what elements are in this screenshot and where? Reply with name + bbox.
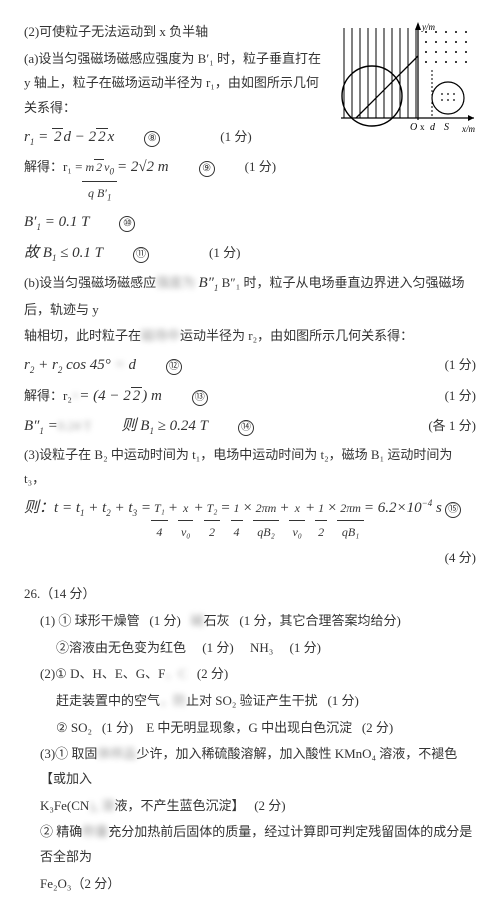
q26-3-pts: (2 分) [197, 666, 228, 681]
p2b-intro-line2: 轴相切，此时粒子在磁场中运动半径为 r₂，由如图所示几何关系得： [24, 324, 476, 349]
pts-eq15: (4 分) [24, 546, 476, 571]
eq9-rhs: = 2√2 m [117, 153, 169, 182]
q26-7-blur: )₆ 溶 [89, 798, 114, 813]
q26-2b: NH₃ [250, 640, 273, 655]
q26-2-1: (2)① D、H、E、G、F、C (2 分) [24, 662, 476, 687]
pts-eq8: (1 分) [220, 125, 251, 150]
q26-4-blur: ，防 [160, 693, 186, 708]
mark-9: ⑨ [199, 161, 215, 177]
q26-8-blur: 称量 [82, 824, 108, 839]
q26-7a: K₃Fe(CN [40, 798, 89, 813]
q26-7b: 液，不产生蓝色沉淀】 [114, 798, 244, 813]
svg-text:O: O [410, 122, 417, 133]
q26-6-blur: 体样品 [97, 746, 136, 761]
q26-2-2: 赶走装置中的空气，防止对 SO₂ 验证产生干扰 (1 分) [24, 689, 476, 714]
eq9-lhs: 解得：r₁ = [24, 155, 82, 180]
q26-1-2: ②溶液由无色变为红色 (1 分) NH₃ (1 分) [24, 636, 476, 661]
mark-13: ⑬ [192, 390, 208, 406]
q26-5b-pts: (2 分) [362, 720, 393, 735]
q26-head: 26.（14 分） [24, 582, 476, 607]
q26-6a: (3)① 取固 [40, 746, 97, 761]
q26-4b: 止对 SO₂ 验证产生干扰 [186, 693, 318, 708]
q26-3: (2)① D、H、E、G、F [40, 666, 165, 681]
eq13-blur: = [72, 384, 79, 409]
p2b-2b: 运动半径为 r₂，由如图所示几何关系得： [180, 328, 413, 343]
eq10-line: B′1 = 0.1 T ⑩ [24, 208, 476, 237]
pts-eq12: (1 分) [445, 353, 476, 378]
mark-11: ⑪ [133, 247, 149, 263]
q26-3-1: (3)① 取固体样品少许，加入稀硫酸溶解，加入酸性 KMnO₄ 溶液，不褪色【或… [24, 742, 476, 791]
q26-2b-pts: (1 分) [290, 640, 321, 655]
pts-eq13: (1 分) [445, 384, 476, 409]
p2b-1blur: 强度为 [156, 275, 195, 290]
eq15-line: 则：t = t1 + t2 + t3 = T₁4 + xv₀ + T₂2 = 1… [24, 494, 476, 544]
p2b-1a: (b)设当匀强磁场磁感应 [24, 275, 156, 290]
pts-eq14: (各 1 分) [428, 414, 476, 439]
svg-text:S: S [444, 122, 449, 133]
q26-7-pts: (2 分) [254, 798, 285, 813]
q26-3-2b: Fe₂O₃（2 分） [24, 872, 476, 897]
q26-3-2: ② 精确称量充分加热前后固体的质量，经过计算即可判定残留固体的成分是否全部为 [24, 820, 476, 869]
eq14-line: B″1 = 0.24 T 则 B1 ≥ 0.24 T ⑭ (各 1 分) [24, 412, 476, 441]
p2b-intro-line1: (b)设当匀强磁场磁感应强度为 B″1 B″₁ 时，粒子从电场垂直边界进入匀强磁… [24, 269, 476, 322]
q26-1b-blur: 碱 [191, 613, 204, 628]
pts-eq11: (1 分) [209, 241, 240, 266]
mark-14: ⑭ [238, 420, 254, 436]
q26-4: 赶走装置中的空气 [56, 693, 160, 708]
q26-1a-pts: (1 分) [149, 613, 180, 628]
eq12-line: r2 + r2 cos 45° = d ⑫ (1 分) [24, 351, 476, 380]
q26-5a-pts: (1 分) [102, 720, 133, 735]
q26-1b-pts: (1 分，其它合理答案均给分) [239, 613, 400, 628]
q26-2a-pts: (1 分) [202, 640, 233, 655]
p2b-2blur: 磁场中 [141, 328, 180, 343]
q26-3-1b: K₃Fe(CN)₆ 溶液，不产生蓝色沉淀】 (2 分) [24, 794, 476, 819]
mark-10: ⑩ [119, 216, 135, 232]
eq14-blur: 0.24 T [58, 414, 92, 439]
p2b-2a: 轴相切，此时粒子在 [24, 328, 141, 343]
q26-5a: ② SO₂ [56, 720, 92, 735]
q26-3-blur: 、C [165, 666, 187, 681]
p3-intro: (3)设粒子在 B₂ 中运动时间为 t₁，电场中运动时间为 t₂，磁场 B₁ 运… [24, 443, 476, 492]
eq13-line: 解得：r₂ = = (4 − 22) m ⑬ (1 分) [24, 382, 476, 411]
q26-1a: (1) ① 球形干燥管 [40, 613, 140, 628]
q26-8a: ② 精确 [40, 824, 82, 839]
q26-4-pts: (1 分) [327, 693, 358, 708]
eq9-line: 解得：r₁ = m2v0q B′1 = 2√2 m ⑨ (1 分) [24, 153, 328, 206]
svg-text:x: x [420, 122, 425, 132]
svg-text:y/m: y/m [421, 22, 435, 32]
eq13-a: 解得：r₂ [24, 384, 72, 409]
eq11-line: 故 B1 ≤ 0.1 T ⑪ (1 分) [24, 239, 476, 268]
eq8-line: r1 = 2d − 22x ⑧ (1 分) [24, 123, 328, 152]
mark-12: ⑫ [166, 359, 182, 375]
q26-1b: 石灰 [204, 613, 230, 628]
figure-diagram: y/m x/m O d S x [336, 20, 476, 159]
svg-text:x/m: x/m [461, 124, 475, 134]
q26-5b: E 中无明显现象，G 中出现白色沉淀 [146, 720, 352, 735]
q26-1-1: (1) ① 球形干燥管 (1 分) 碱石灰 (1 分，其它合理答案均给分) [24, 609, 476, 634]
mark-15: ⑮ [445, 502, 461, 518]
pts-eq9: (1 分) [245, 155, 276, 180]
q26-2a: ②溶液由无色变为红色 [56, 640, 186, 655]
q26-2-3: ② SO₂ (1 分) E 中无明显现象，G 中出现白色沉淀 (2 分) [24, 716, 476, 741]
mark-8: ⑧ [144, 131, 160, 147]
